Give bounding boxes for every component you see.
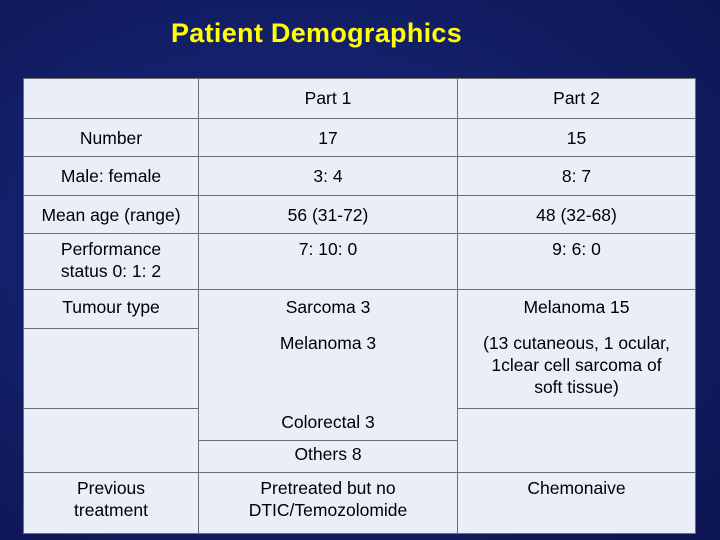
header-part1: Part 1 (198, 78, 458, 119)
previous-part1-line2: DTIC/Temozolomide (248, 500, 408, 521)
tumour-note-line1: (13 cutaneous, 1 ocular, (483, 333, 670, 354)
tumour-part1-colorectal: Colorectal 3 (198, 408, 458, 441)
previous-label-line2: treatment (74, 500, 148, 521)
row-number: Number 17 15 (23, 117, 696, 158)
row-tumour-type: Tumour type Sarcoma 3 Melanoma 15 (23, 289, 696, 329)
male-female-part2: 8: 7 (457, 156, 696, 196)
header-part2: Part 2 (457, 78, 696, 119)
demographics-table: Part 1 Part 2 Number 17 15 Male: female … (23, 78, 696, 534)
label-tumour-type: Tumour type (23, 289, 199, 329)
others-empty-part2 (457, 440, 696, 474)
mean-age-part2: 48 (32-68) (457, 194, 696, 235)
tumour-part1-sarcoma: Sarcoma 3 (198, 289, 458, 329)
tumour-note-line3: soft tissue) (534, 377, 619, 398)
tumour-part1-melanoma: Melanoma 3 (198, 328, 458, 409)
male-female-part1: 3: 4 (198, 156, 458, 196)
others-empty-label (23, 440, 199, 474)
slide-title: Patient Demographics (171, 18, 463, 48)
row-performance: Performance status 0: 1: 2 7: 10: 0 9: 6… (23, 233, 696, 291)
label-male-female: Male: female (23, 156, 199, 196)
header-row: Part 1 Part 2 (23, 78, 696, 119)
previous-part1: Pretreated but no DTIC/Temozolomide (198, 472, 458, 534)
tumour-part2-melanoma: Melanoma 15 (457, 289, 696, 329)
label-mean-age: Mean age (range) (23, 194, 199, 235)
previous-part2: Chemonaive (457, 472, 696, 534)
row-previous-treatment: Previous treatment Pretreated but no DTI… (23, 472, 696, 534)
colorectal-empty-part2 (457, 408, 696, 441)
tumour-detail-empty (23, 327, 199, 410)
label-previous-treatment: Previous treatment (23, 472, 199, 534)
mean-age-part1: 56 (31-72) (198, 194, 458, 235)
label-performance: Performance status 0: 1: 2 (23, 233, 199, 291)
colorectal-empty-label (23, 408, 199, 441)
performance-part2: 9: 6: 0 (457, 233, 696, 291)
row-male-female: Male: female 3: 4 8: 7 (23, 156, 696, 196)
header-empty-cell (23, 78, 199, 119)
previous-part1-line1: Pretreated but no (260, 478, 396, 499)
number-part1: 17 (198, 117, 458, 158)
label-number: Number (23, 117, 199, 158)
tumour-note-line2: 1clear cell sarcoma of (491, 355, 662, 376)
performance-label-line2: status 0: 1: 2 (60, 261, 162, 282)
performance-part1: 7: 10: 0 (198, 233, 458, 291)
tumour-part1-others: Others 8 (198, 439, 458, 474)
number-part2: 15 (457, 117, 696, 158)
row-mean-age: Mean age (range) 56 (31-72) 48 (32-68) (23, 194, 696, 235)
row-tumour-colorectal: Colorectal 3 (23, 408, 696, 441)
row-tumour-detail: Melanoma 3 (13 cutaneous, 1 ocular, 1cle… (23, 327, 696, 410)
performance-label-line1: Performance (60, 239, 162, 260)
tumour-part2-note: (13 cutaneous, 1 ocular, 1clear cell sar… (457, 328, 696, 410)
row-tumour-others: Others 8 (23, 439, 696, 474)
previous-label-line1: Previous (76, 478, 146, 499)
